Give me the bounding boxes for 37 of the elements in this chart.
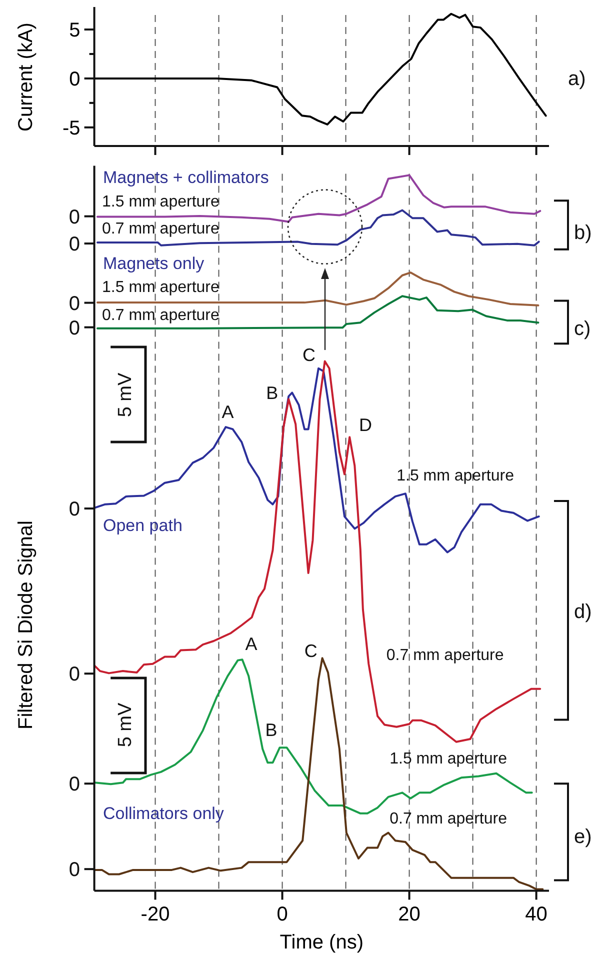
annotation: D xyxy=(359,415,372,435)
y-axis-title: Current (kA) xyxy=(15,22,37,132)
y-axis-title: Filtered Si Diode Signal xyxy=(15,520,37,730)
y-tick-label: 5 xyxy=(69,20,80,42)
annotation: 5 mV xyxy=(115,372,136,418)
x-tick-label: 20 xyxy=(398,904,420,926)
series-label: 0.7 mm aperture xyxy=(386,646,504,664)
annotation: Magnets only xyxy=(103,254,205,273)
series-label: 0.7 mm aperture xyxy=(102,220,220,238)
series-label: 1.5 mm aperture xyxy=(390,750,508,768)
y-tick-label: 0 xyxy=(69,68,80,90)
series-label: 1.5 mm aperture xyxy=(396,467,514,484)
x-tick-label: 0 xyxy=(276,904,288,926)
text: e) xyxy=(574,826,592,848)
y-tick-label: -5 xyxy=(62,117,80,140)
annotation: C xyxy=(304,641,318,661)
annotation: A xyxy=(245,634,258,654)
x-tick-label: -20 xyxy=(140,904,170,926)
x-tick-label: 40 xyxy=(525,904,548,926)
series-label: 0.7 mm aperture xyxy=(390,810,508,828)
series-label: 0.7 mm aperture xyxy=(102,306,220,324)
annotation: 5 mV xyxy=(115,702,136,748)
annotation: Magnets + collimators xyxy=(103,168,269,187)
text: b) xyxy=(574,222,592,244)
annotation: B xyxy=(265,720,278,740)
annotation: C xyxy=(302,345,316,365)
annotation: B xyxy=(266,383,278,403)
text: c) xyxy=(574,318,591,340)
text: a) xyxy=(568,68,586,90)
x-axis-title: Time (ns) xyxy=(280,932,364,954)
line-series xyxy=(94,12,547,126)
text: d) xyxy=(574,601,592,623)
series-label: 1.5 mm aperture xyxy=(102,279,220,296)
series-label: 1.5 mm aperture xyxy=(102,194,220,211)
annotation: A xyxy=(222,402,234,422)
annotation: Collimators only xyxy=(103,804,224,823)
annotation: Open path xyxy=(103,516,182,535)
